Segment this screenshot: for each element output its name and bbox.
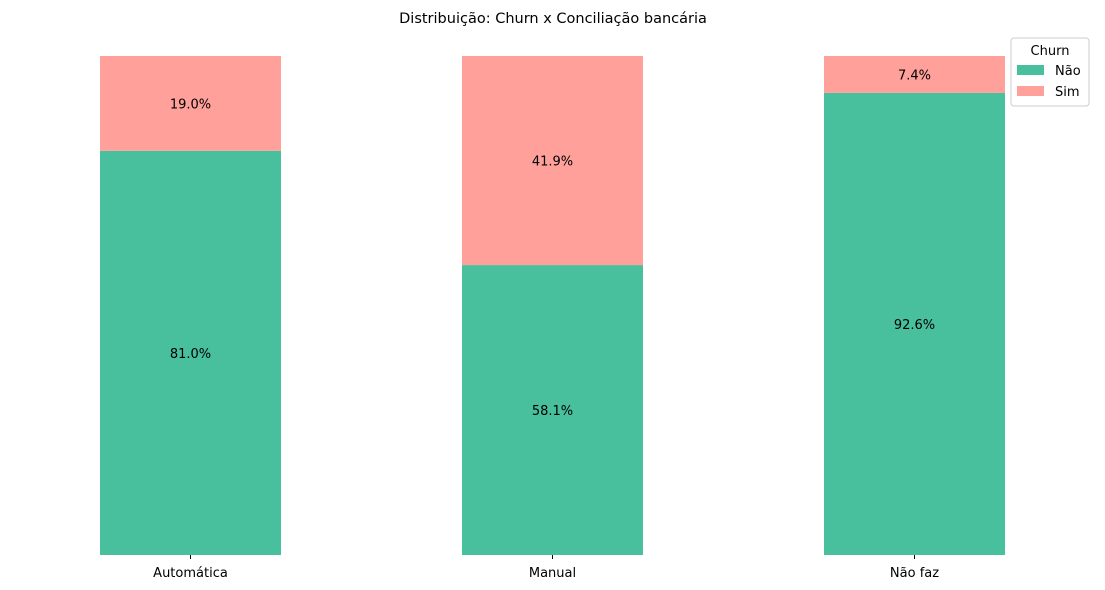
x-tick-labels-layer: Automática Manual Não faz xyxy=(153,555,939,581)
x-tick-label-automatica: Automática xyxy=(153,566,228,581)
legend-swatch-sim xyxy=(1017,86,1044,96)
bar-nao-faz-nao xyxy=(824,92,1005,556)
chart-title: Distribuição: Churn x Conciliação bancár… xyxy=(399,11,707,27)
data-label-manual-nao: 58.1% xyxy=(532,404,573,419)
bar-automatica-nao xyxy=(100,150,281,555)
data-label-nao-faz-sim: 7.4% xyxy=(898,68,931,83)
bars-layer xyxy=(100,56,1005,556)
legend-swatch-nao xyxy=(1017,65,1044,75)
data-label-nao-faz-nao: 92.6% xyxy=(894,318,935,333)
legend-title: Churn xyxy=(1031,44,1070,59)
bar-manual-nao xyxy=(462,265,643,555)
legend-label-nao: Não xyxy=(1055,64,1081,79)
bar-automatica-sim xyxy=(100,56,281,151)
bar-manual-sim xyxy=(462,56,643,266)
legend-items: Não Sim xyxy=(1017,64,1081,100)
x-tick-label-nao-faz: Não faz xyxy=(890,566,939,581)
bar-nao-faz-sim xyxy=(824,56,1005,93)
data-label-automatica-sim: 19.0% xyxy=(170,97,211,112)
legend: Churn Não Sim xyxy=(1010,37,1090,107)
data-label-manual-sim: 41.9% xyxy=(532,155,573,170)
x-tick-label-manual: Manual xyxy=(529,566,576,581)
data-labels-layer: 81.0% 19.0% 58.1% 41.9% 92.6% 7.4% xyxy=(170,68,935,419)
data-label-automatica-nao: 81.0% xyxy=(170,347,211,362)
legend-label-sim: Sim xyxy=(1055,85,1080,100)
